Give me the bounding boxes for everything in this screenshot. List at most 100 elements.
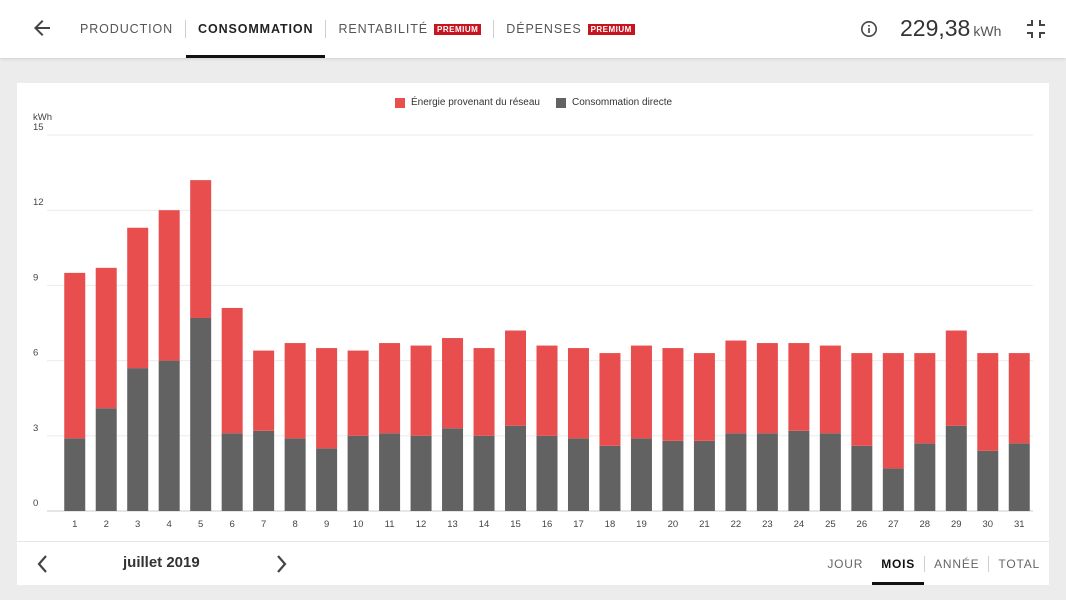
bar-direct-day-20[interactable]: [662, 440, 684, 511]
bar-grid-day-30[interactable]: [977, 353, 999, 451]
x-tick-label: 20: [668, 519, 679, 530]
bar-grid-day-29[interactable]: [945, 330, 967, 426]
bar-grid-day-20[interactable]: [662, 348, 684, 441]
bar-grid-day-5[interactable]: [190, 180, 212, 318]
tab-consommation[interactable]: CONSOMMATION: [186, 0, 326, 58]
bar-direct-day-17[interactable]: [567, 438, 589, 511]
back-button[interactable]: [30, 16, 54, 40]
x-tick-label: 4: [167, 519, 172, 530]
bar-grid-day-26[interactable]: [851, 353, 873, 446]
x-tick-label: 18: [605, 519, 616, 530]
top-bar: PRODUCTION CONSOMMATION RENTABILITÉ PREMI…: [0, 0, 1066, 58]
bar-direct-day-10[interactable]: [347, 435, 369, 511]
bar-direct-day-18[interactable]: [599, 445, 621, 511]
range-label: JOUR: [827, 557, 864, 571]
premium-badge: PREMIUM: [434, 23, 482, 35]
x-tick-label: 19: [636, 519, 647, 530]
bar-grid-day-12[interactable]: [410, 345, 432, 436]
bar-grid-day-22[interactable]: [725, 340, 747, 434]
period-footer: juillet 2019 JOUR MOIS ANNÉE TOTAL: [17, 541, 1049, 585]
bar-direct-day-13[interactable]: [442, 428, 464, 511]
bar-grid-day-27[interactable]: [882, 353, 904, 469]
bar-direct-day-1[interactable]: [64, 438, 86, 511]
bar-direct-day-8[interactable]: [284, 438, 306, 511]
x-tick-label: 13: [447, 519, 458, 530]
bar-direct-day-30[interactable]: [977, 450, 999, 511]
chevron-left-icon: [37, 555, 47, 573]
x-axis-labels: 1 2 3 4 5 6 7 8 9 10 11 12 13 14 15 16 17 18 19 20 21 22 23 24 2…: [72, 519, 1024, 530]
collapse-button[interactable]: [1025, 18, 1047, 40]
bar-grid-day-24[interactable]: [788, 343, 810, 431]
bar-direct-day-23[interactable]: [756, 433, 778, 511]
bar-direct-day-25[interactable]: [819, 433, 841, 511]
range-annee[interactable]: ANNÉE: [925, 542, 988, 586]
bar-grid-day-1[interactable]: [64, 272, 86, 439]
range-mois[interactable]: MOIS: [872, 542, 924, 586]
bar-direct-day-19[interactable]: [630, 438, 652, 511]
info-button[interactable]: [860, 20, 878, 38]
tab-divider: [493, 20, 495, 38]
bar-direct-day-21[interactable]: [693, 440, 715, 511]
range-jour[interactable]: JOUR: [818, 542, 872, 586]
legend-item-grid[interactable]: Énergie provenant du réseau: [395, 97, 540, 108]
bar-grid-day-21[interactable]: [693, 353, 715, 441]
bar-direct-day-22[interactable]: [725, 433, 747, 511]
bar-grid-day-18[interactable]: [599, 353, 621, 446]
bar-direct-day-26[interactable]: [851, 445, 873, 511]
range-divider: [988, 556, 990, 572]
bar-grid-day-31[interactable]: [1008, 353, 1030, 444]
bar-grid-day-25[interactable]: [819, 345, 841, 434]
range-total[interactable]: TOTAL: [989, 542, 1049, 586]
bar-grid-day-15[interactable]: [505, 330, 527, 426]
previous-period-button[interactable]: [35, 553, 49, 575]
bar-direct-day-15[interactable]: [505, 425, 527, 511]
bar-direct-day-29[interactable]: [945, 425, 967, 511]
bar-grid-day-8[interactable]: [284, 343, 306, 439]
bar-direct-day-4[interactable]: [158, 360, 180, 511]
bar-grid-day-4[interactable]: [158, 210, 180, 361]
bar-grid-day-6[interactable]: [221, 307, 243, 434]
bar-direct-day-7[interactable]: [253, 430, 275, 511]
tab-rentabilite[interactable]: RENTABILITÉ PREMIUM: [326, 0, 493, 58]
bar-grid-day-9[interactable]: [316, 348, 338, 449]
bar-direct-day-2[interactable]: [95, 408, 117, 511]
x-tick-label: 29: [951, 519, 962, 530]
bar-grid-day-17[interactable]: [567, 348, 589, 439]
bar-grid-day-16[interactable]: [536, 345, 558, 436]
bar-direct-day-14[interactable]: [473, 435, 495, 511]
bar-grid-day-19[interactable]: [630, 345, 652, 439]
next-period-button[interactable]: [275, 553, 289, 575]
bar-grid-day-11[interactable]: [379, 343, 401, 434]
bar-direct-day-11[interactable]: [379, 433, 401, 511]
bar-grid-day-10[interactable]: [347, 350, 369, 436]
tab-depenses[interactable]: DÉPENSES PREMIUM: [494, 0, 647, 58]
info-icon: [861, 21, 877, 37]
range-divider: [924, 556, 926, 572]
bar-direct-day-28[interactable]: [914, 443, 936, 511]
bar-direct-day-9[interactable]: [316, 448, 338, 511]
bar-direct-day-3[interactable]: [127, 368, 149, 511]
bar-grid-day-3[interactable]: [127, 227, 149, 369]
bar-direct-day-16[interactable]: [536, 435, 558, 511]
bar-grid-day-23[interactable]: [756, 343, 778, 434]
legend-item-direct[interactable]: Consommation directe: [555, 97, 672, 108]
bar-direct-day-31[interactable]: [1008, 443, 1030, 511]
tab-divider: [185, 20, 187, 38]
bar-direct-day-12[interactable]: [410, 435, 432, 511]
y-tick-label: 0: [33, 498, 38, 509]
bar-grid-day-14[interactable]: [473, 348, 495, 436]
bar-grid-day-2[interactable]: [95, 267, 117, 409]
bar-direct-day-27[interactable]: [882, 468, 904, 511]
x-tick-label: 14: [479, 519, 490, 530]
premium-badge: PREMIUM: [587, 23, 635, 35]
bar-grid-day-13[interactable]: [442, 338, 464, 429]
tab-production[interactable]: PRODUCTION: [68, 0, 185, 58]
bar-direct-day-24[interactable]: [788, 430, 810, 511]
bar-grid-day-28[interactable]: [914, 353, 936, 444]
bar-direct-day-6[interactable]: [221, 433, 243, 511]
collapse-icon: [1027, 20, 1045, 38]
bar-grid-day-7[interactable]: [253, 350, 275, 431]
bar-direct-day-5[interactable]: [190, 317, 212, 511]
x-tick-label: 12: [416, 519, 427, 530]
